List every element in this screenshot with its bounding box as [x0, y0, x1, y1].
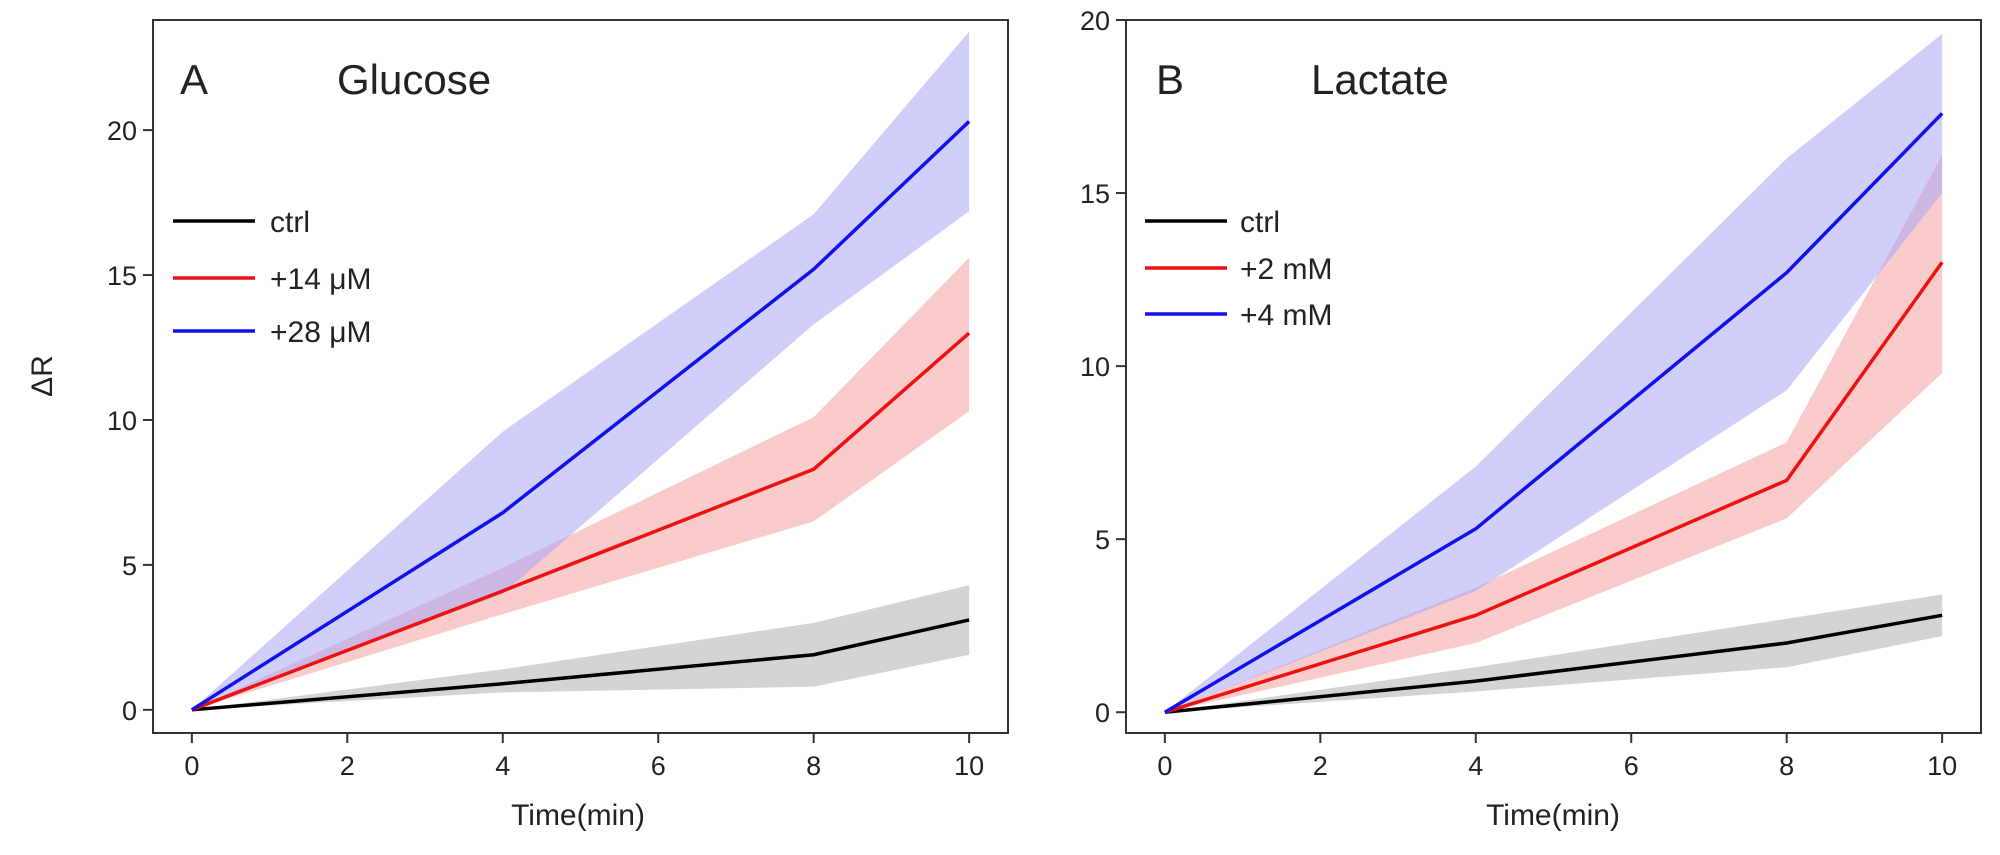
legend-label: +28 μM — [270, 316, 372, 349]
band-14m — [191, 257, 970, 710]
x-tick-label: 6 — [651, 751, 666, 781]
legend-label: +14 μM — [270, 263, 372, 296]
legend-entry-ctrl: ctrl — [173, 206, 310, 239]
panel-title: Lactate — [1311, 56, 1449, 103]
legend-entry-28um: +28 μM — [173, 316, 372, 349]
legend: ctrl +2 mM +4 mM — [1145, 206, 1333, 332]
series-lines — [190, 120, 971, 712]
legend-entry-4mm: +4 mM — [1145, 299, 1333, 332]
x-tick-label: 4 — [495, 751, 510, 781]
x-axis-ticks: 0 2 4 6 8 10 — [184, 733, 984, 781]
line-ctrl — [1164, 613, 1943, 714]
band-ctrl — [1164, 594, 1943, 713]
y-tick-label: 5 — [1095, 525, 1110, 555]
line-28m — [190, 120, 971, 712]
legend-entry-2mm: +2 mM — [1145, 253, 1333, 286]
y-axis-label: ΔR — [26, 355, 59, 397]
x-tick-label: 8 — [1779, 751, 1794, 781]
x-tick-label: 10 — [954, 751, 984, 781]
y-tick-label: 10 — [107, 406, 137, 436]
x-tick-label: 4 — [1468, 751, 1483, 781]
line-14m — [191, 331, 971, 712]
x-tick-label: 0 — [184, 751, 199, 781]
confidence-bands — [1164, 33, 1943, 713]
y-tick-label: 20 — [1080, 6, 1110, 36]
y-axis-ticks: 0 5 10 15 20 — [107, 116, 153, 726]
line-ctrl — [191, 618, 970, 712]
panel-b-lactate: 0 2 4 6 8 10 0 5 10 15 20 B Lactate Time(min) ctr… — [1080, 6, 1982, 832]
panel-letter: B — [1156, 56, 1184, 103]
x-tick-label: 0 — [1157, 751, 1172, 781]
legend-label: +2 mM — [1240, 253, 1333, 286]
legend-label: ctrl — [1240, 206, 1280, 239]
x-tick-label: 10 — [1927, 751, 1957, 781]
y-tick-label: 5 — [122, 551, 137, 581]
band-ctrl — [191, 585, 970, 710]
y-axis-ticks: 0 5 10 15 20 — [1080, 6, 1126, 728]
panel-letter: A — [180, 56, 208, 103]
plot-frame — [152, 19, 1009, 734]
x-tick-label: 2 — [1313, 751, 1328, 781]
y-tick-label: 15 — [1080, 179, 1110, 209]
x-axis-label: Time(min) — [1486, 799, 1620, 832]
y-tick-label: 20 — [107, 116, 137, 146]
x-tick-label: 8 — [806, 751, 821, 781]
legend-entry-14um: +14 μM — [173, 263, 372, 296]
legend-label: ctrl — [270, 206, 310, 239]
confidence-bands — [191, 31, 970, 710]
x-axis-ticks: 0 2 4 6 8 10 — [1157, 733, 1957, 781]
band-4mm — [1164, 33, 1943, 713]
legend: ctrl +14 μM +28 μM — [173, 206, 372, 349]
x-tick-label: 2 — [340, 751, 355, 781]
band-28m — [191, 31, 970, 710]
plot-frame — [1125, 19, 1982, 734]
y-tick-label: 15 — [107, 261, 137, 291]
line-4mm — [1163, 112, 1944, 714]
legend-label: +4 mM — [1240, 299, 1333, 332]
series-lines — [1163, 112, 1944, 714]
y-tick-label: 10 — [1080, 352, 1110, 382]
line-2mm — [1164, 261, 1944, 714]
panel-title: Glucose — [337, 56, 491, 103]
legend-entry-ctrl: ctrl — [1145, 206, 1280, 239]
y-tick-label: 0 — [122, 696, 137, 726]
x-axis-label: Time(min) — [511, 799, 645, 832]
x-tick-label: 6 — [1624, 751, 1639, 781]
y-tick-label: 0 — [1095, 698, 1110, 728]
band-2mm — [1164, 154, 1943, 713]
